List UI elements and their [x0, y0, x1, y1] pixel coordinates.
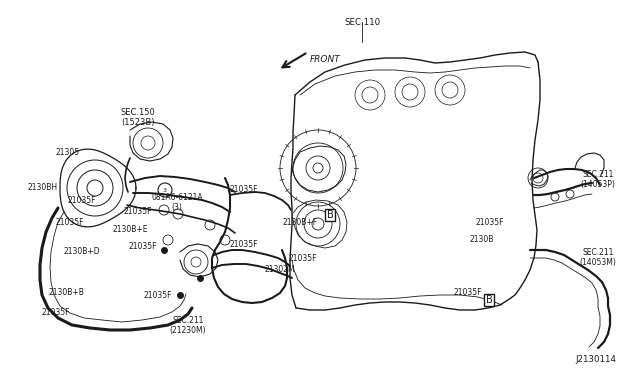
- Text: 3: 3: [163, 187, 167, 192]
- Text: SEC.211
(21230M): SEC.211 (21230M): [170, 316, 206, 336]
- Text: 2130B+D: 2130B+D: [64, 247, 100, 256]
- Text: SEC.110: SEC.110: [344, 18, 380, 27]
- Text: J2130114: J2130114: [575, 355, 616, 364]
- Text: 2130B: 2130B: [470, 235, 494, 244]
- Text: 21035F: 21035F: [454, 288, 483, 297]
- Text: 21302M: 21302M: [265, 265, 295, 274]
- Text: SEC.150
(1523B): SEC.150 (1523B): [120, 108, 156, 127]
- Text: SEC.211
(14053P): SEC.211 (14053P): [580, 170, 616, 189]
- Text: 21035F: 21035F: [289, 254, 317, 263]
- Text: 081A6-6121A
(3): 081A6-6121A (3): [151, 193, 203, 212]
- Text: 2130B+F: 2130B+F: [282, 218, 317, 227]
- Text: 2130B+B: 2130B+B: [48, 288, 84, 297]
- Text: 2130B+E: 2130B+E: [112, 225, 148, 234]
- Text: 21035F: 21035F: [230, 240, 259, 249]
- Text: 21035F: 21035F: [124, 207, 152, 216]
- Text: 21035F: 21035F: [476, 218, 504, 227]
- Text: 21035F: 21035F: [144, 291, 172, 300]
- Text: 21035F: 21035F: [230, 185, 259, 194]
- Text: 21035F: 21035F: [68, 196, 96, 205]
- Text: B: B: [486, 295, 492, 305]
- Text: 21035F: 21035F: [56, 218, 84, 227]
- Text: 2130BH: 2130BH: [28, 183, 58, 192]
- Text: B: B: [326, 210, 333, 220]
- Text: 21305: 21305: [56, 148, 80, 157]
- Text: SEC.211
(14053M): SEC.211 (14053M): [580, 248, 616, 267]
- Text: FRONT: FRONT: [310, 55, 340, 64]
- Text: 21035F: 21035F: [42, 308, 70, 317]
- Text: 21035F: 21035F: [129, 242, 157, 251]
